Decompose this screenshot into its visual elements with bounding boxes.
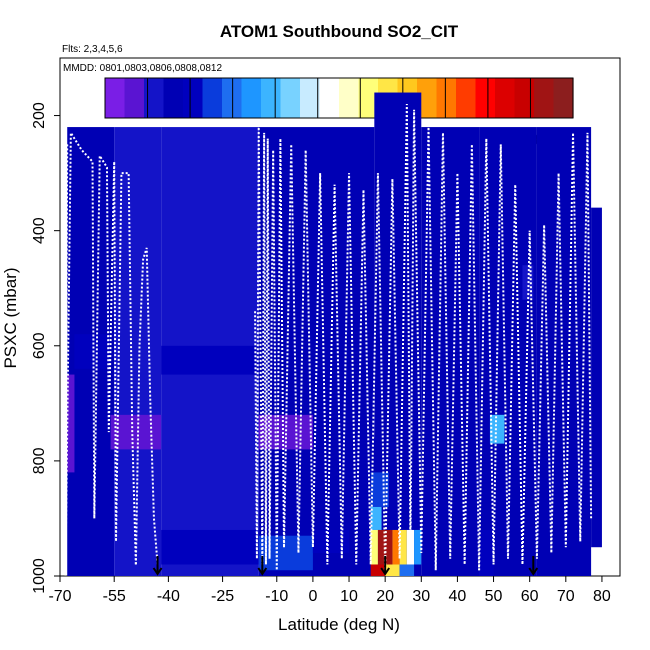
heatmap-cell <box>392 529 400 565</box>
heatmap-panel <box>479 127 537 577</box>
heatmap-cell <box>258 535 313 571</box>
x-tick-label: -10 <box>265 588 288 605</box>
y-tick-label: 600 <box>31 332 48 359</box>
colorbar-swatch <box>319 78 340 118</box>
arrow-head <box>528 567 539 576</box>
heatmap-cell <box>67 374 75 473</box>
colorbar-swatch <box>202 78 223 118</box>
heatmap-panel <box>421 127 480 577</box>
flight-track <box>134 247 159 565</box>
colorbar-swatch <box>261 78 282 118</box>
heatmap-cell <box>399 529 407 565</box>
colorbar-swatch <box>417 78 438 118</box>
colorbar-swatch <box>222 78 243 118</box>
x-tick-label: 30 <box>412 588 430 605</box>
colorbar-swatch <box>553 78 574 118</box>
flight-track <box>64 129 137 577</box>
y-tick-label: 200 <box>31 102 48 129</box>
colorbar-swatch <box>456 78 477 118</box>
heatmap-cell <box>385 564 400 576</box>
x-tick-label: 40 <box>449 588 467 605</box>
colorbar-swatch <box>534 78 555 118</box>
colorbar-swatch <box>300 78 321 118</box>
heatmap-cell <box>370 529 378 565</box>
colorbar-swatch <box>105 78 126 118</box>
heatmap-cell <box>370 564 386 576</box>
heatmap-cell <box>489 414 505 444</box>
colorbar <box>104 77 574 119</box>
flight-track <box>362 104 481 571</box>
x-tick-label: -25 <box>211 588 234 605</box>
heatmap-cell <box>161 345 259 375</box>
x-tick-label: -40 <box>157 588 180 605</box>
colorbar-frame <box>104 77 574 119</box>
arrow-head <box>152 567 163 576</box>
heatmap-cell <box>479 529 494 576</box>
heatmap-cell <box>312 529 350 553</box>
heatmap-cell <box>161 529 259 565</box>
colorbar-swatch <box>280 78 301 118</box>
x-axis: -70 -55 -40 -25 -10 0 10 20 30 40 50 60 70 80 <box>48 576 611 605</box>
x-tick-label: 50 <box>485 588 503 605</box>
colorbar-swatch <box>163 78 184 118</box>
heatmap-area <box>67 92 602 577</box>
colorbar-swatch <box>241 78 262 118</box>
heatmap-panel <box>591 207 602 548</box>
chart-title: ATOM1 Southbound SO2_CIT <box>220 22 459 41</box>
x-tick-label: -55 <box>103 588 126 605</box>
y-tick-label: 400 <box>31 217 48 244</box>
colorbar-swatch <box>475 78 496 118</box>
x-tick-label: 80 <box>593 588 611 605</box>
x-axis-label: Latitude (deg N) <box>278 615 400 634</box>
x-tick-label: 60 <box>521 588 539 605</box>
heatmap-cell <box>377 529 386 565</box>
x-tick-label: 10 <box>340 588 358 605</box>
heatmap-panel <box>114 127 162 577</box>
heatmap-cell <box>258 414 313 450</box>
flight-tracks <box>64 104 593 577</box>
heatmap-cell <box>370 506 382 530</box>
flight-track <box>478 132 593 571</box>
y-axis: 200 400 600 800 1000 <box>31 102 60 594</box>
heatmap-cell <box>414 529 422 565</box>
y-tick-label: 1000 <box>31 558 48 594</box>
bottom-arrows <box>152 556 539 576</box>
dates-label: MMDD: 0801,0803,0806,0808,0812 <box>63 63 222 74</box>
x-tick-label: 70 <box>557 588 575 605</box>
x-tick-label: -70 <box>48 588 71 605</box>
heatmap-cell <box>370 472 389 507</box>
x-tick-label: 0 <box>308 588 317 605</box>
x-tick-label: 20 <box>376 588 394 605</box>
colorbar-swatch <box>144 78 165 118</box>
flight-track <box>254 127 285 571</box>
colorbar-swatch <box>339 78 360 118</box>
colorbar-swatch <box>495 78 516 118</box>
heatmap-cell <box>399 564 415 576</box>
y-tick-label: 800 <box>31 447 48 474</box>
heatmap-cell <box>385 529 393 565</box>
heatmap-cell <box>110 414 162 450</box>
colorbar-swatch <box>183 78 204 118</box>
arrow-head <box>257 567 268 576</box>
flight-track <box>283 144 365 565</box>
y-axis-label: PSXC (mbar) <box>1 267 20 368</box>
arrow-head <box>380 567 390 576</box>
colorbar-swatch <box>124 78 145 118</box>
flights-label: Flts: 2,3,4,5,6 <box>62 44 123 55</box>
colorbar-swatch <box>514 78 535 118</box>
colorbar-swatch <box>436 78 457 118</box>
colorbar-swatch <box>358 78 379 118</box>
